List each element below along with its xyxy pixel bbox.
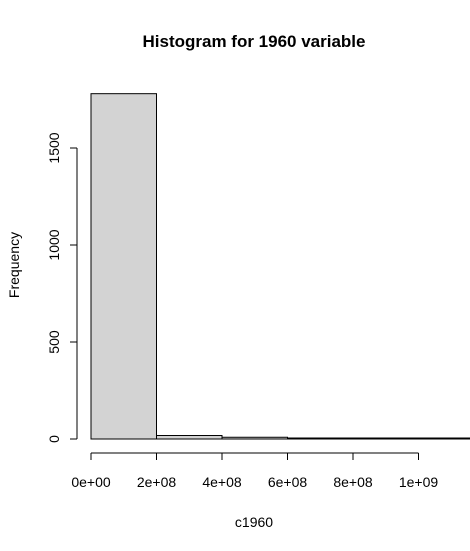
histogram-bar-3 (288, 438, 354, 439)
x-axis: 0e+00 2e+08 4e+08 6e+08 8e+08 1e+09 (71, 453, 438, 490)
y-tick-label-1: 500 (46, 330, 62, 354)
x-tick-label-4: 8e+08 (333, 474, 373, 490)
y-tick-label-2: 1000 (46, 229, 62, 260)
histogram-bar-5 (419, 438, 470, 439)
x-tick-label-2: 4e+08 (202, 474, 242, 490)
x-tick-label-1: 2e+08 (137, 474, 177, 490)
y-tick-label-0: 0 (46, 435, 62, 443)
bars-group (91, 94, 470, 439)
histogram-bar-4 (353, 438, 419, 439)
y-axis-label: Frequency (6, 232, 22, 298)
chart-title: Histogram for 1960 variable (143, 32, 366, 51)
y-tick-label-3: 1500 (46, 132, 62, 163)
y-axis: 0 500 1000 1500 (46, 132, 77, 443)
histogram-bar-0 (91, 94, 157, 439)
x-tick-label-0: 0e+00 (71, 474, 111, 490)
histogram-bar-2 (222, 437, 288, 439)
x-axis-label: c1960 (235, 514, 273, 530)
x-tick-label-5: 1e+09 (399, 474, 439, 490)
histogram-bar-1 (157, 436, 223, 439)
x-tick-label-3: 6e+08 (268, 474, 308, 490)
